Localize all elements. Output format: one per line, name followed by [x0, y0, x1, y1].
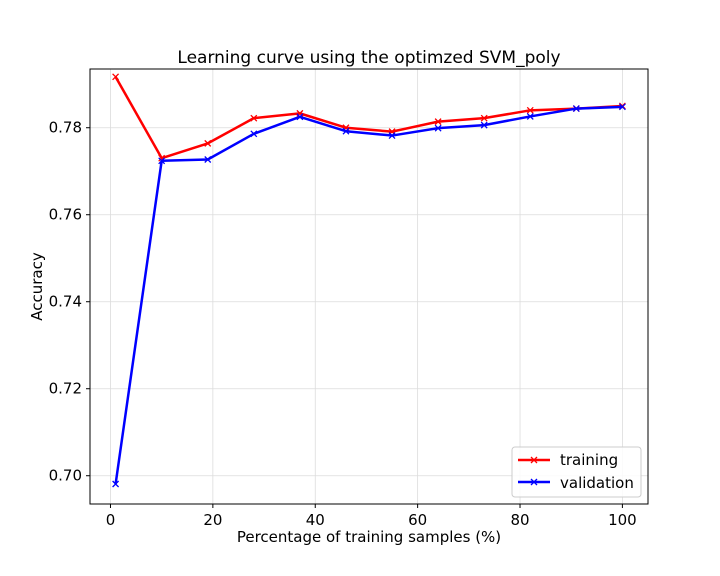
point-validation [296, 113, 304, 121]
x-tick-label: 60 [408, 511, 427, 529]
x-tick-label: 0 [106, 511, 116, 529]
y-tick-label: 0.78 [49, 119, 82, 137]
point-training [204, 139, 212, 147]
x-tick-label: 40 [306, 511, 325, 529]
y-tick-label: 0.74 [49, 293, 82, 311]
y-tick-label: 0.76 [49, 206, 82, 224]
legend-label-training: training [560, 451, 618, 469]
x-axis-label: Percentage of training samples (%) [237, 528, 501, 546]
y-axis-label: Accuracy [28, 252, 46, 321]
point-training [250, 114, 258, 122]
point-validation [618, 103, 626, 111]
series-line-validation [114, 105, 623, 485]
series-line-training [114, 76, 623, 160]
legend: training validation [511, 446, 642, 498]
point-validation [572, 105, 580, 113]
point-training [480, 114, 488, 122]
x-tick-label: 20 [203, 511, 222, 529]
point-validation [112, 480, 120, 488]
ticks: 0 20 40 60 80 100 0.70 0.72 0.74 0.76 0.78 [49, 119, 637, 529]
point-validation [158, 157, 166, 165]
plot-frame [89, 68, 649, 505]
legend-marker-validation [530, 478, 538, 486]
y-tick-label: 0.70 [49, 467, 82, 485]
point-validation [526, 112, 534, 120]
point-validation [434, 124, 442, 132]
point-training [526, 106, 534, 114]
point-validation [250, 130, 258, 138]
x-tick-label: 80 [510, 511, 529, 529]
series-layer [112, 73, 626, 488]
x-tick-label: 100 [608, 511, 637, 529]
point-validation [388, 132, 396, 140]
legend-marker-training [530, 456, 538, 464]
point-validation [342, 127, 350, 135]
chart-title: Learning curve using the optimzed SVM_po… [177, 48, 560, 68]
point-training [434, 118, 442, 126]
legend-label-validation: validation [560, 474, 634, 492]
y-tick-label: 0.72 [49, 380, 82, 398]
point-validation [480, 121, 488, 129]
point-validation [204, 156, 212, 163]
point-training [112, 73, 120, 81]
grid [90, 69, 648, 504]
